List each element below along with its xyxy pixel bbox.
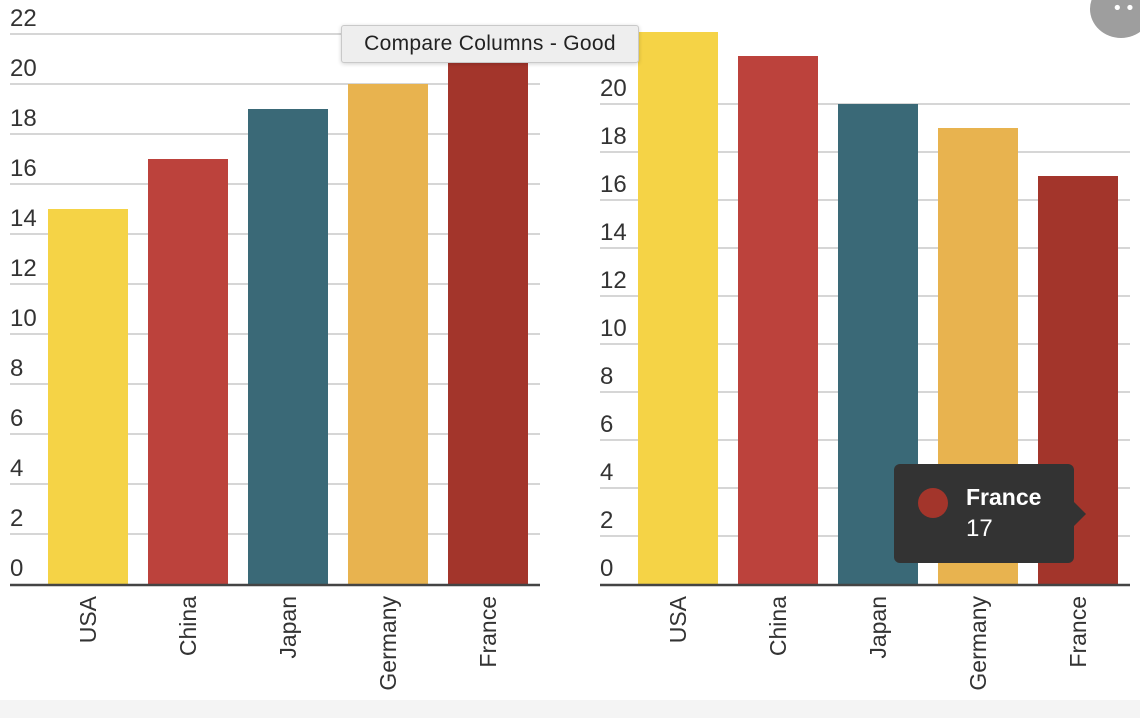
right-y-tick-label: 20 [600,75,627,102]
left-column-chart: 0 2 4 6 8 10 12 14 16 18 20 22 USA China Japan Germany F… [10,5,540,691]
left-y-tick-label: 12 [10,255,37,282]
left-y-tick-label: 22 [10,5,37,32]
right-y-tick-label: 18 [600,123,627,150]
series-color-dot-icon [918,488,948,518]
left-category-label-china: China [175,596,201,656]
right-category-label-france: France [1065,596,1091,668]
right-column-chart: 0 2 4 6 8 10 12 14 16 18 20 USA China Japan Germany Fra… [600,32,1130,691]
hover-tooltip-value: 17 [966,515,993,542]
left-category-label-france: France [475,596,501,668]
right-bar-usa[interactable] [638,32,718,584]
right-y-tick-label: 0 [600,555,613,582]
right-y-tick-label: 14 [600,219,627,246]
left-category-label-germany: Germany [375,596,401,691]
right-y-tick-label: 8 [600,363,613,390]
left-y-tick-label: 4 [10,455,23,482]
right-category-label-china: China [765,596,791,656]
left-y-tick-label: 14 [10,205,37,232]
right-y-tick-label: 10 [600,315,627,342]
right-y-tick-label: 4 [600,459,613,486]
compare-columns-tooltip-text: Compare Columns - Good [364,32,616,55]
right-bar-china[interactable] [738,56,818,584]
right-y-tick-label: 12 [600,267,627,294]
left-bar-germany[interactable] [348,84,428,584]
left-y-tick-label: 8 [10,355,23,382]
bar-hover-tooltip: France 17 [894,464,1086,563]
left-y-tick-label: 10 [10,305,37,332]
left-y-tick-label: 16 [10,155,37,182]
left-y-tick-label: 0 [10,555,23,582]
left-y-tick-label: 18 [10,105,37,132]
compare-columns-tooltip: Compare Columns - Good [341,25,639,63]
right-category-label-japan: Japan [865,596,891,659]
left-bar-japan[interactable] [248,109,328,584]
left-bar-usa[interactable] [48,209,128,584]
right-category-label-germany: Germany [965,596,991,691]
left-bar-china[interactable] [148,159,228,584]
left-bar-france[interactable] [448,59,528,584]
right-y-tick-label: 2 [600,507,613,534]
left-y-tick-label: 20 [10,55,37,82]
left-y-tick-label: 2 [10,505,23,532]
right-category-label-usa: USA [665,595,691,643]
left-category-label-usa: USA [75,595,101,643]
left-y-tick-label: 6 [10,405,23,432]
right-y-tick-label: 6 [600,411,613,438]
left-category-label-japan: Japan [275,596,301,659]
right-y-tick-label: 16 [600,171,627,198]
bottom-scroll-strip [0,700,1140,718]
hover-tooltip-category: France [966,484,1042,510]
tooltip-pointer-icon [1074,502,1086,526]
